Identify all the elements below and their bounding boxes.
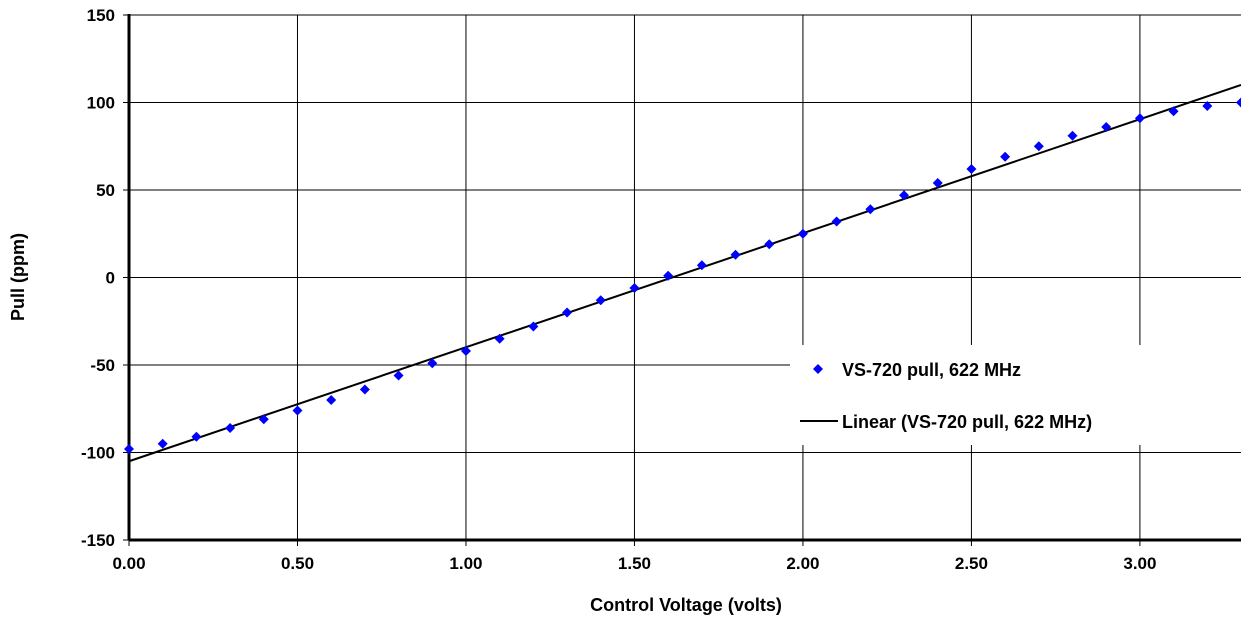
- data-point: [258, 414, 269, 425]
- legend-box: [790, 345, 1241, 445]
- data-point: [1168, 106, 1179, 117]
- data-point: [1067, 130, 1078, 141]
- y-tick-labels: 150 100 50 0 -50 -100 -150: [81, 6, 115, 550]
- x-tick-label: 1.00: [449, 554, 482, 573]
- y-tick-label: -50: [90, 356, 115, 375]
- x-tick-labels: 0.00 0.50 1.00 1.50 2.00 2.50 3.00: [112, 554, 1156, 573]
- x-tick-label: 0.00: [112, 554, 145, 573]
- data-point: [797, 228, 808, 239]
- data-point: [359, 384, 370, 395]
- data-point: [696, 260, 707, 271]
- data-point: [460, 346, 471, 356]
- data-point: [1000, 151, 1011, 162]
- y-tick-label: -100: [81, 444, 115, 463]
- data-point: [494, 333, 505, 344]
- data-point: [1202, 101, 1213, 111]
- data-point: [292, 405, 303, 416]
- data-point: [191, 431, 202, 442]
- x-tick-label: 2.50: [955, 554, 988, 573]
- data-point: [1236, 97, 1241, 108]
- y-tick-label: 50: [96, 181, 115, 200]
- x-tick-label: 3.00: [1123, 554, 1156, 573]
- data-point: [124, 444, 134, 454]
- data-point: [157, 438, 168, 449]
- y-tick-label: 150: [87, 6, 115, 25]
- y-tick-label: -150: [81, 531, 115, 550]
- data-point: [1134, 113, 1145, 124]
- data-point: [225, 423, 236, 433]
- y-tick-label: 0: [106, 269, 115, 288]
- x-tick-label: 1.50: [618, 554, 651, 573]
- legend-label-linear: Linear (VS-720 pull, 622 MHz): [842, 412, 1092, 432]
- x-tick-label: 0.50: [281, 554, 314, 573]
- data-point: [966, 164, 977, 174]
- linear-trendline: [128, 84, 1241, 463]
- legend-marker-diamond: [813, 364, 823, 374]
- legend-label-series: VS-720 pull, 622 MHz: [842, 360, 1021, 380]
- data-points: [124, 97, 1241, 454]
- gridlines: [129, 14, 1241, 540]
- data-point: [326, 395, 337, 405]
- data-point: [764, 239, 775, 250]
- trendline-layer: [128, 84, 1241, 463]
- data-point: [932, 178, 943, 188]
- y-tick-label: 100: [87, 94, 115, 113]
- data-point: [393, 370, 404, 381]
- data-point: [899, 190, 910, 201]
- data-point: [831, 216, 842, 227]
- data-point: [528, 321, 539, 332]
- data-point: [427, 358, 438, 369]
- x-tick-label: 2.00: [786, 554, 819, 573]
- data-point: [595, 295, 606, 306]
- data-point: [865, 204, 876, 215]
- x-axis-title: Control Voltage (volts): [590, 595, 782, 615]
- data-point: [663, 270, 674, 281]
- data-point: [730, 249, 741, 260]
- legend: VS-720 pull, 622 MHz Linear (VS-720 pull…: [790, 345, 1241, 445]
- data-point: [1033, 141, 1044, 152]
- y-axis-title: Pull (ppm): [8, 233, 28, 321]
- axes: [123, 14, 1241, 546]
- data-point: [1101, 122, 1112, 132]
- data-point: [562, 307, 573, 318]
- data-point: [629, 283, 640, 293]
